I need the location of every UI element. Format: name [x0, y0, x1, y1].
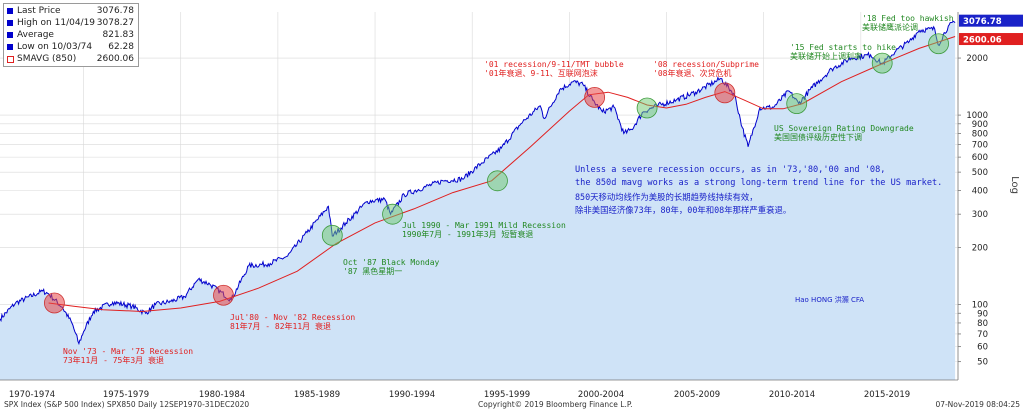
legend-label-last-price: Last Price: [17, 6, 61, 16]
annotation-label-cn-2: '87 黑色星期一: [343, 266, 402, 276]
legend-value-smavg: 2600.06: [96, 54, 134, 64]
legend-item-smavg: SMAVG (850) 2600.06: [4, 53, 138, 65]
legend-item-last-price: Last Price 3076.78: [4, 5, 138, 17]
y-tick-label: 70: [977, 330, 988, 340]
smavg-tag-bg: [959, 33, 1023, 46]
x-tick-label: 2005-2009: [674, 390, 720, 400]
annotation-label-cn-4: '01年衰退、9-11、互联网泡沫: [484, 68, 598, 78]
annotation-label-1: Jul'80 - Nov '82 Recession: [230, 313, 355, 322]
legend-value-last-price: 3076.78: [96, 6, 134, 16]
y-tick-label: 90: [977, 309, 988, 319]
annotation-label-3: Jul 1990 - Mar 1991 Mild Recession: [402, 221, 566, 230]
price-area-fill: [0, 21, 956, 380]
annotation-label-5: '08 recession/Subprime: [653, 60, 759, 69]
y-tick-label: 80: [977, 319, 988, 329]
annotation-label-6: US Sovereign Rating Downgrade: [774, 124, 914, 133]
commentary-line-1: the 850d mavg works as a strong long-ter…: [575, 178, 942, 188]
y-axis-label: Log: [1009, 176, 1020, 194]
annotation-label-8: '18 Fed too hawkish: [862, 14, 954, 23]
commentary-line-2: 850天移动均线作为美股的长期趋势线持续有效，: [575, 192, 758, 202]
legend-swatch-low: [7, 44, 13, 50]
y-tick-label: 300: [972, 210, 988, 220]
y-tick-label: 700: [972, 140, 988, 150]
credit-label: Hao HONG 洪灝 CFA: [795, 295, 864, 304]
event-marker-10: [928, 33, 949, 55]
legend-swatch-smavg: [7, 56, 14, 63]
annotation-label-cn-8: 美联储鹰派论调: [862, 22, 918, 32]
legend-item-high: High on 11/04/19 3078.27: [4, 17, 138, 29]
legend-item-average: Average 821.83: [4, 29, 138, 41]
legend-value-average: 821.83: [102, 30, 135, 40]
legend-value-high: 3078.27: [96, 18, 134, 28]
event-marker-7: [714, 82, 736, 104]
annotation-label-4: '01 recession/9-11/TMT bubble: [484, 60, 624, 69]
last-price-tag-bg: [959, 14, 1023, 27]
legend-label-low: Low on 10/03/74: [17, 42, 93, 52]
y-tick-label: 60: [977, 343, 988, 353]
annotation-label-0: Nov '73 - Mar '75 Recession: [63, 347, 193, 356]
y-tick-label: 600: [972, 153, 988, 163]
legend-item-low: Low on 10/03/74 62.28: [4, 41, 138, 53]
y-tick-label: 50: [977, 358, 988, 368]
last-price-tag-label: 3076.78: [963, 17, 1002, 27]
annotation-label-cn-1: 81年7月 - 82年11月 衰退: [230, 321, 331, 331]
x-tick-label: 1975-1979: [103, 390, 149, 400]
x-tick-label: 1990-1994: [389, 390, 435, 400]
annotation-label-cn-0: 73年11月 - 75年3月 衰退: [63, 355, 164, 365]
event-marker-1: [213, 284, 234, 306]
legend-label-high: High on 11/04/19: [17, 18, 96, 28]
annotation-label-cn-6: 美国国债评级历史性下调: [774, 132, 862, 142]
y-tick-label: 100: [972, 301, 988, 311]
footer-copyright: Copyright© 2019 Bloomberg Finance L.P.: [478, 400, 633, 409]
legend-label-average: Average: [17, 30, 54, 40]
x-tick-label: 1995-1999: [484, 390, 530, 400]
event-marker-4: [487, 170, 508, 192]
event-marker-8: [786, 93, 808, 114]
x-tick-label: 2015-2019: [864, 390, 910, 400]
annotation-label-cn-3: 1990年7月 - 1991年3月 短暂衰退: [402, 229, 533, 239]
event-marker-9: [871, 52, 893, 74]
annotation-label-7: '15 Fed starts to hike: [790, 43, 896, 52]
footer-source: SPX Index (S&P 500 Index) SPX850 Daily 1…: [4, 400, 250, 409]
legend-label-smavg: SMAVG (850): [17, 54, 77, 64]
legend-swatch-last-price: [7, 8, 13, 14]
legend-value-low: 62.28: [108, 42, 134, 52]
y-tick-label: 800: [972, 129, 988, 139]
legend-swatch-high: [7, 20, 13, 26]
annotation-label-cn-7: 美联储开始上调利率: [790, 51, 862, 61]
smavg-tag-label: 2600.06: [963, 36, 1002, 46]
event-marker-3: [382, 203, 403, 225]
x-tick-label: 1980-1984: [199, 390, 245, 400]
footer-timestamp: 07-Nov-2019 08:04:25: [935, 400, 1020, 409]
y-tick-label: 400: [972, 187, 988, 197]
x-tick-label: 2000-2004: [578, 390, 624, 400]
y-tick-label: 500: [972, 168, 988, 178]
event-marker-0: [44, 292, 65, 314]
event-marker-5: [584, 86, 606, 108]
x-tick-label: 1970-1974: [9, 390, 55, 400]
annotation-label-cn-5: '08年衰退、次贷危机: [653, 68, 731, 78]
legend: Last Price 3076.78 High on 11/04/19 3078…: [3, 3, 139, 67]
y-tick-label: 900: [972, 120, 988, 130]
legend-swatch-average: [7, 32, 13, 38]
y-tick-label: 200: [972, 244, 988, 254]
event-marker-2: [321, 224, 343, 246]
x-tick-label: 1985-1989: [294, 390, 340, 400]
y-tick-label: 2000: [966, 54, 988, 64]
commentary-line-0: Unless a severe recession occurs, as in …: [575, 165, 885, 175]
event-markers: [44, 33, 949, 314]
commentary-line-3: 除非美国经济像73年，80年，00年和08年那样严重衰退。: [575, 205, 791, 215]
event-marker-6: [636, 97, 658, 119]
x-tick-label: 2010-2014: [769, 390, 815, 400]
annotation-label-2: Oct '87 Black Monday: [343, 258, 440, 267]
y-tick-label: 1000: [966, 111, 988, 121]
